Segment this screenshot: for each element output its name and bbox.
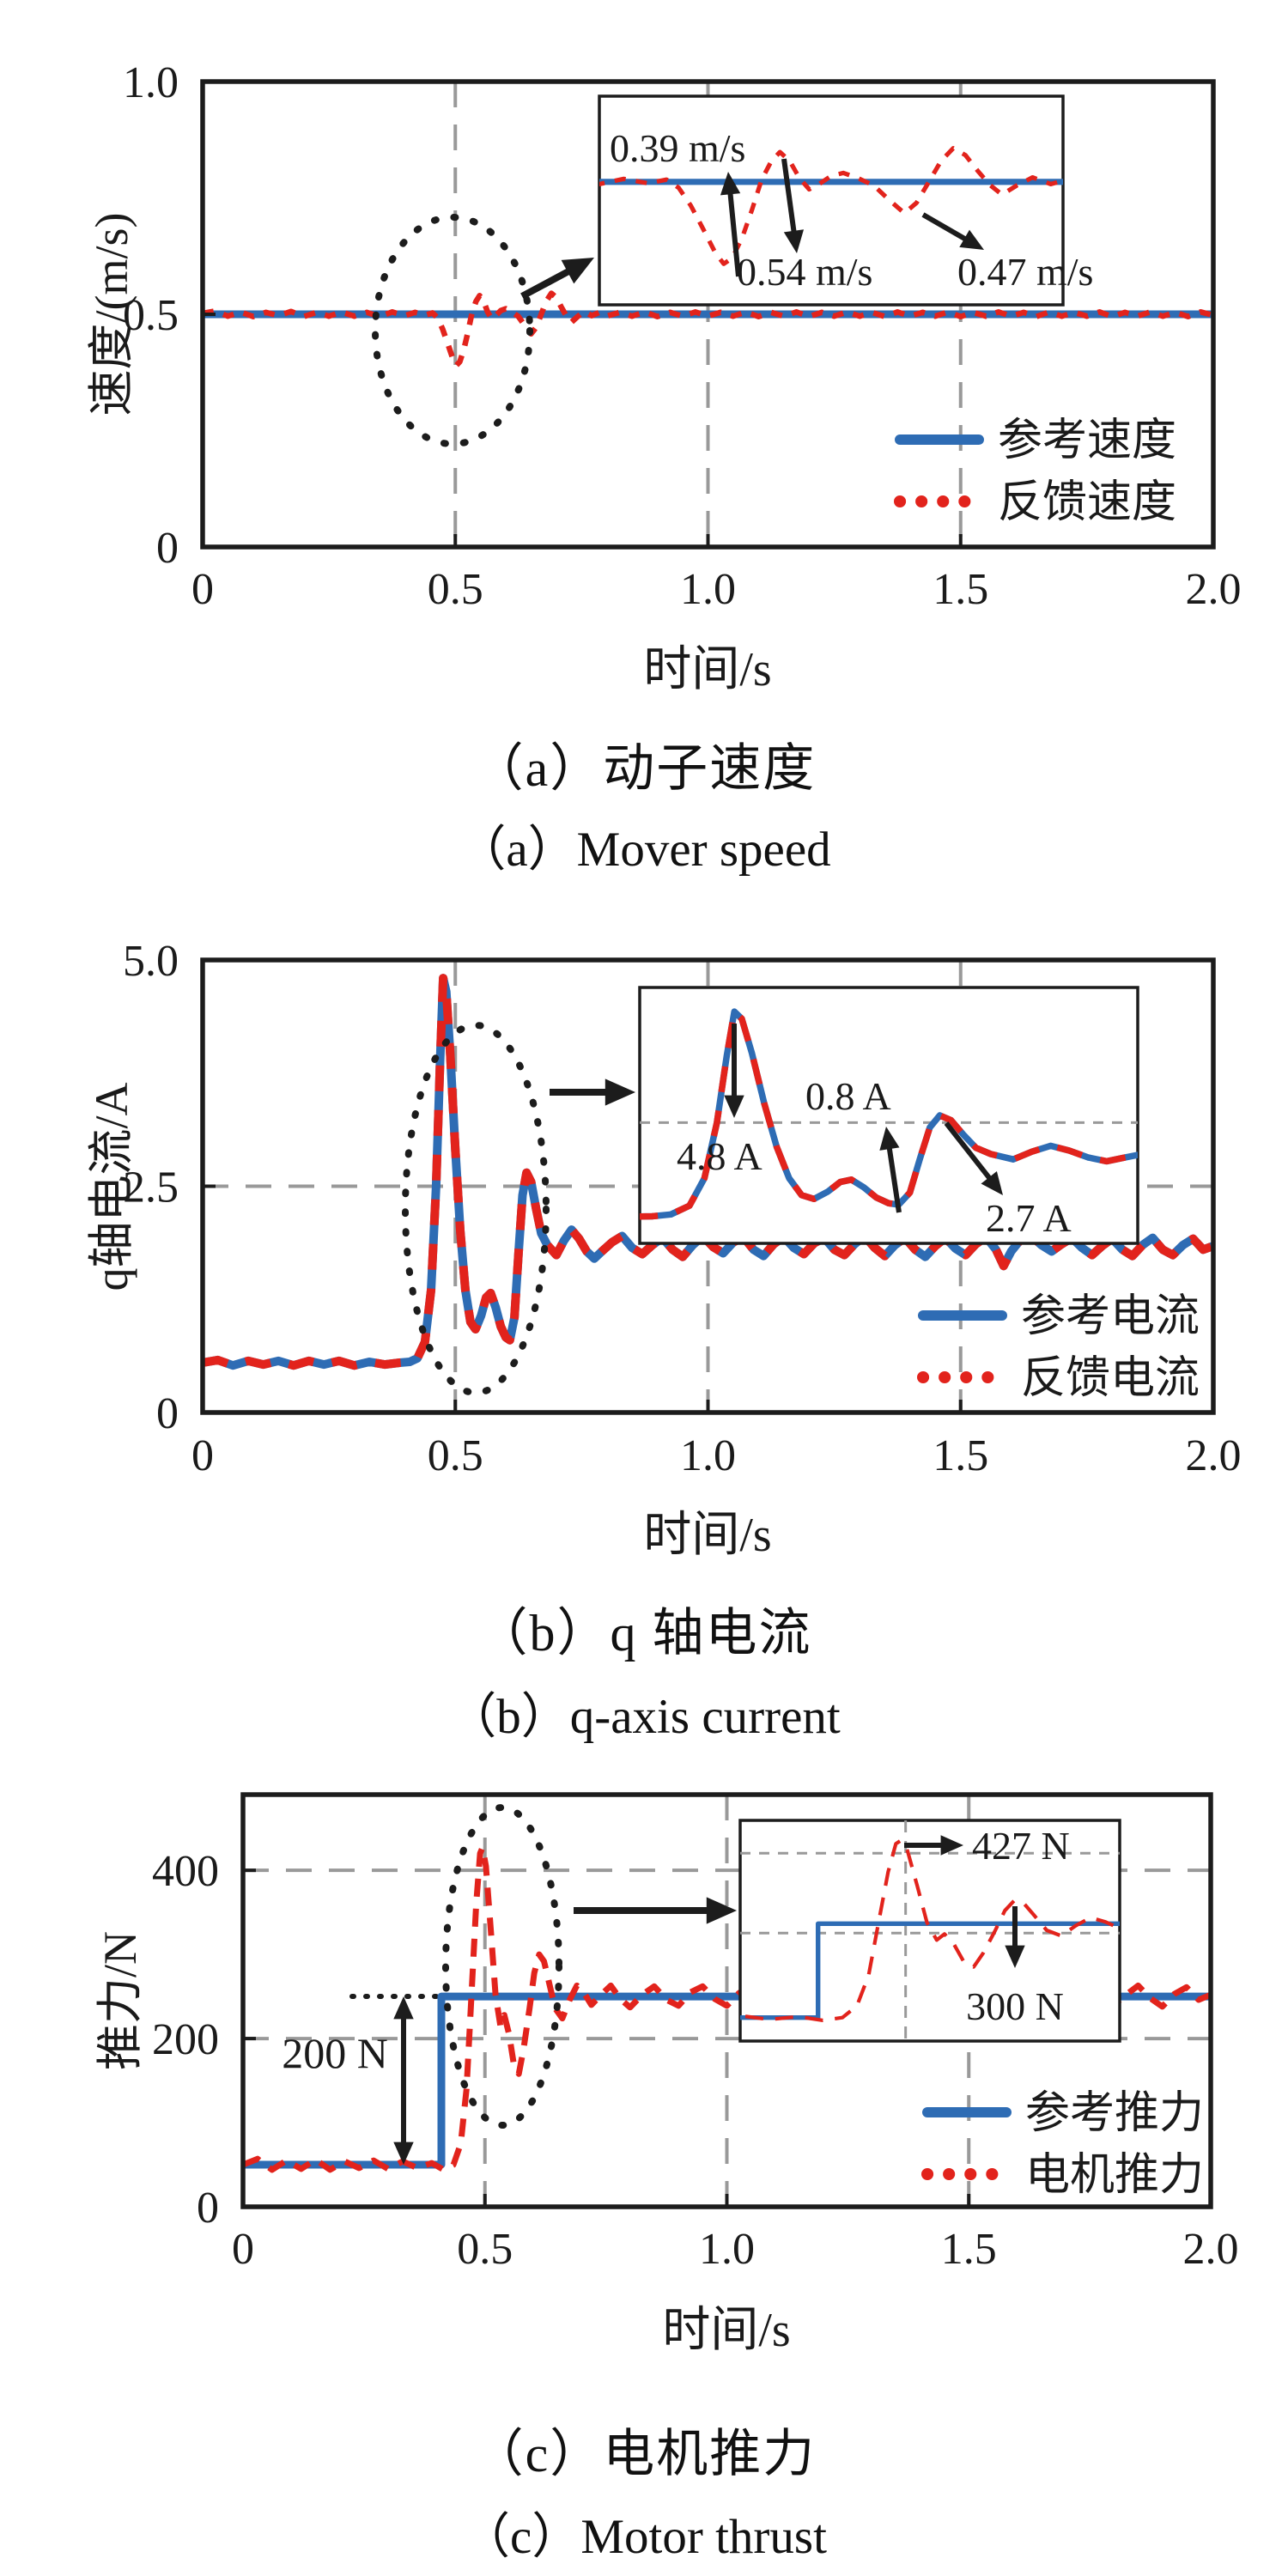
caption-a-zh: （a）动子速度 — [471, 740, 817, 797]
annotation-text: 0 — [232, 2225, 254, 2274]
arrowhead — [605, 1078, 635, 1106]
chart-c-inset: 427 N 300 N — [738, 1819, 1121, 2043]
annotation-text: 时间/s — [643, 643, 771, 696]
annotation-text: 时间/s — [643, 1509, 771, 1562]
annotation-text: 时间/s — [662, 2304, 790, 2357]
annotation-text: 1.0 — [680, 1431, 736, 1480]
annotation-text: 0 — [197, 2184, 219, 2233]
annotation-text: 2.7 A — [986, 1196, 1072, 1240]
annotation-text: 200 — [152, 2015, 219, 2064]
annotation-text: 推力/N — [94, 1931, 146, 2070]
annotation-text: 0 — [156, 1389, 179, 1438]
caption-a-en: （a）Mover speed — [457, 823, 831, 877]
arrow-shaft — [726, 184, 741, 277]
series-fb-line — [599, 146, 1063, 266]
chart-a-inset: 0.39 m/s 0.54 m/s 0.47 m/s — [598, 94, 1093, 307]
annotation-text: 2.0 — [1186, 565, 1242, 614]
series-ref-line — [640, 1008, 1138, 1220]
arrowhead — [393, 1996, 414, 2020]
annotation-text: 0 — [191, 565, 214, 614]
arrowhead — [940, 1835, 963, 1856]
annotation-text: 0.39 m/s — [610, 126, 745, 170]
arrowhead — [959, 229, 984, 250]
chart-b-inset: 4.8 A 0.8 A 2.7 A — [638, 986, 1139, 1245]
annotation-text: q轴电流/A — [86, 1082, 137, 1291]
annotation-text: 0.5 — [123, 291, 179, 340]
series-fb-line — [740, 1838, 1120, 2022]
annotation-text: 反馈速度 — [998, 478, 1176, 527]
arrowhead — [783, 229, 805, 253]
arrowhead — [981, 1171, 1003, 1195]
arrowhead — [1005, 1945, 1025, 1968]
caption-b-en: （b）q-axis current — [447, 1690, 841, 1744]
annotation-text: 0 — [156, 524, 179, 573]
annotation-text: 1.0 — [699, 2225, 755, 2274]
annotation-text: 0.47 m/s — [957, 250, 1093, 294]
annotation-text: 2.0 — [1186, 1431, 1242, 1480]
annotation-text: 0.5 — [428, 1431, 483, 1480]
annotation-text: 1.5 — [933, 1431, 988, 1480]
highlight-ellipse — [372, 214, 533, 447]
highlight-ellipse — [442, 1804, 562, 2129]
annotation-text: 5.0 — [123, 937, 179, 986]
arrow-shaft — [781, 158, 799, 242]
annotation-text: 0.5 — [457, 2225, 513, 2274]
inset-box — [738, 1819, 1121, 2043]
series-ref-line — [740, 1921, 1120, 2020]
annotation-text: 300 N — [966, 1984, 1064, 2028]
annotation-text: 1.5 — [941, 2225, 997, 2274]
annotation-text: 427 N — [972, 1824, 1070, 1868]
annotation-text: 400 — [152, 1847, 219, 1896]
annotation-text: 参考速度 — [998, 416, 1176, 465]
annotation-text: 2.5 — [123, 1163, 179, 1212]
arrow-shaft — [885, 1138, 902, 1213]
arrowhead — [706, 1897, 737, 1924]
annotation-text: 0 — [191, 1431, 214, 1480]
arrow-shaft — [944, 1121, 998, 1188]
caption-c-zh: （c）电机推力 — [471, 2426, 817, 2482]
annotation-text: 参考推力 — [1025, 2089, 1204, 2138]
annotation-text: 0.5 — [428, 565, 483, 614]
annotation-text: 0.54 m/s — [737, 250, 872, 294]
annotation-text: 1.5 — [933, 565, 988, 614]
annotation-text: 电机推力 — [1025, 2151, 1204, 2200]
caption-b-zh: （b）q 轴电流 — [476, 1605, 812, 1662]
annotation-text: 1.0 — [680, 565, 736, 614]
arrowhead — [724, 1095, 744, 1118]
highlight-ellipse — [402, 1022, 550, 1396]
annotation-text: 0.8 A — [805, 1074, 891, 1118]
annotation-text: 200 N — [282, 2029, 388, 2077]
annotation-text: 参考电流 — [1021, 1292, 1200, 1341]
caption-c-en: （c）Motor thrust — [461, 2510, 827, 2564]
series-fb-line — [203, 290, 1213, 368]
annotation-text: 2.0 — [1183, 2225, 1239, 2274]
arrowhead — [393, 2142, 414, 2165]
annotation-text: 1.0 — [123, 58, 179, 107]
arrowhead — [720, 172, 741, 196]
arrowhead — [879, 1127, 900, 1151]
annotation-text: 反馈电流 — [1021, 1354, 1200, 1403]
annotation-text: 速度/(m/s) — [86, 213, 137, 416]
annotation-text: 4.8 A — [677, 1134, 762, 1178]
arrowhead — [561, 258, 594, 284]
inset-box — [598, 94, 1065, 307]
